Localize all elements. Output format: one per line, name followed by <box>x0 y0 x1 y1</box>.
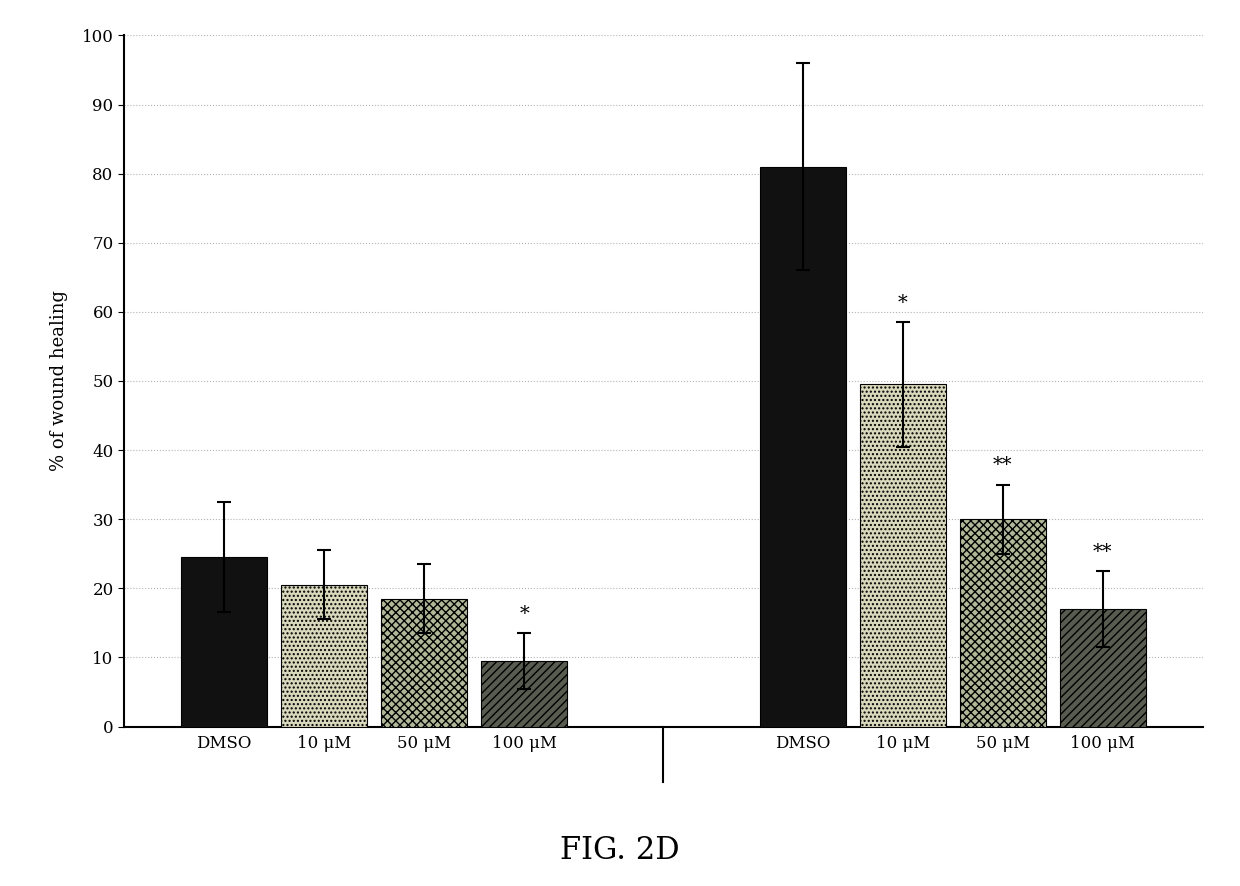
Bar <box>760 167 846 727</box>
Bar <box>381 599 467 727</box>
Bar <box>1060 609 1146 727</box>
Bar <box>859 385 946 727</box>
Bar <box>481 661 567 727</box>
Bar <box>181 557 267 727</box>
Text: **: ** <box>1092 542 1112 561</box>
Bar <box>960 519 1045 727</box>
Bar <box>281 585 367 727</box>
Text: FIG. 2D: FIG. 2D <box>560 835 680 866</box>
Text: *: * <box>520 605 529 623</box>
Y-axis label: % of wound healing: % of wound healing <box>50 291 68 471</box>
Text: **: ** <box>993 456 1013 474</box>
Text: *: * <box>898 294 908 312</box>
